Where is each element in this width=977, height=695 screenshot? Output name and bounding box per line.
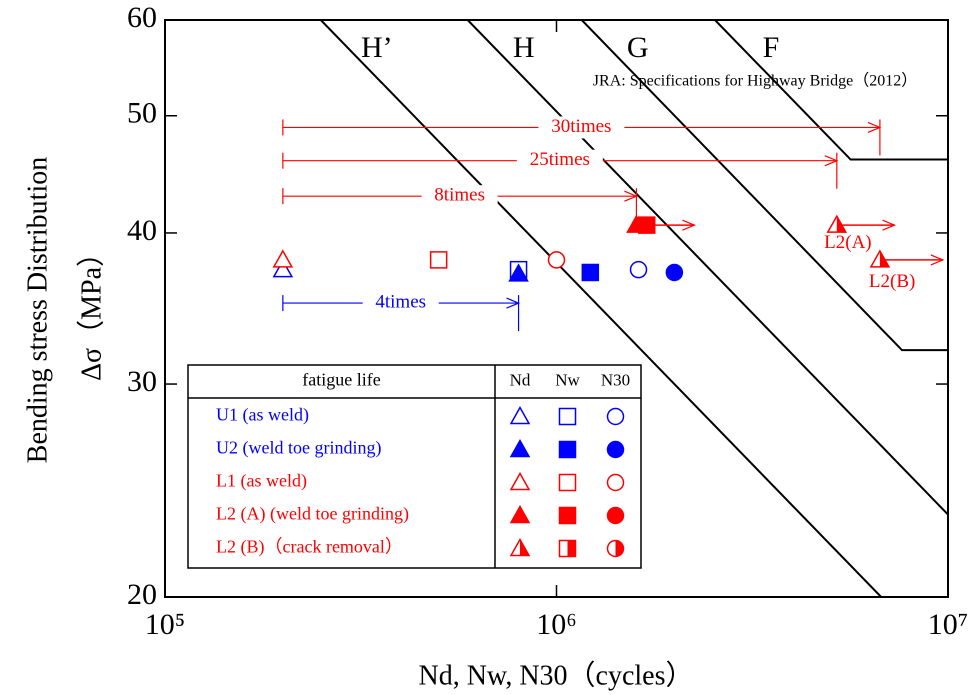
- legend-box: [187, 364, 642, 569]
- data-point: [637, 216, 656, 234]
- legend-label: L2 (B)（crack removal）: [216, 537, 403, 558]
- ratio-label: 4times: [375, 291, 426, 312]
- legend-symbol: [558, 506, 577, 525]
- note: JRA: Specifications for Highway Bridge（2…: [593, 72, 917, 90]
- legend-label: U2 (weld toe grinding): [216, 438, 381, 459]
- marker-half-fill: [615, 540, 624, 557]
- point-label: L2(B): [869, 271, 915, 292]
- data-point: [272, 259, 294, 278]
- legend-label: L1 (as weld): [216, 471, 307, 492]
- legend-header: N30: [601, 370, 630, 389]
- runout-arrow-head: [682, 219, 696, 231]
- y-tick-label: 30: [127, 365, 157, 398]
- legend-symbol: [509, 438, 531, 458]
- y-tick-label: 20: [127, 578, 157, 611]
- legend-label: L2 (A) (weld toe grinding): [216, 504, 409, 525]
- legend-symbol: [606, 506, 625, 525]
- point-label: L2(A): [824, 232, 871, 253]
- data-point: [508, 263, 529, 282]
- y-tick-label: 50: [127, 97, 157, 130]
- x-tick-label: 10⁶: [536, 608, 576, 641]
- legend-header: fatigue life: [302, 370, 380, 390]
- y-axis-label: Bending stress Distribution: [22, 157, 53, 463]
- marker-half-fill: [567, 540, 576, 557]
- marker-half-fill: [879, 250, 889, 267]
- ratio-label: 30times: [551, 116, 611, 137]
- design-curve: [714, 20, 948, 161]
- y-tick-label: 60: [127, 1, 157, 34]
- legend-symbol: [558, 440, 577, 459]
- runout-arrow-head: [930, 254, 945, 266]
- design-curve-label: G: [627, 31, 649, 64]
- legend-symbol: [509, 504, 531, 524]
- legend-symbol: [606, 473, 625, 492]
- data-point: [629, 260, 648, 279]
- runout-arrow-head: [882, 219, 897, 231]
- ratio-label: 8times: [434, 185, 485, 206]
- legend-symbol: [606, 407, 625, 426]
- legend-header: Nw: [555, 370, 580, 389]
- legend-symbol: [509, 471, 531, 491]
- legend-symbol: [558, 473, 577, 492]
- data-point: [272, 249, 294, 268]
- x-axis-label: Nd, Nw, N30（cycles）: [418, 659, 693, 691]
- data-point: [547, 251, 566, 269]
- design-curve-label: H’: [361, 31, 393, 64]
- design-curve: [320, 20, 882, 597]
- design-curve: [466, 20, 948, 516]
- design-curve: [581, 20, 948, 352]
- design-curves: [320, 20, 948, 597]
- ratio-label-bg: [362, 292, 439, 315]
- legend-header: Nd: [510, 370, 531, 389]
- y-tick-label: 40: [127, 214, 157, 247]
- legend-label: U1 (as weld): [216, 405, 309, 426]
- data-point: [429, 251, 448, 269]
- ratio-label: 25times: [530, 149, 590, 170]
- marker-half-fill: [520, 539, 529, 556]
- legend-symbol: [558, 407, 577, 426]
- y-axis-label: Δσ（MPa）: [75, 239, 107, 381]
- ratio-label-bg: [516, 149, 603, 172]
- x-tick-label: 10⁵: [145, 608, 185, 641]
- design-curve-label: F: [763, 31, 780, 64]
- design-curve-label: H: [513, 31, 535, 64]
- legend-symbol: [606, 440, 625, 459]
- data-point: [665, 263, 684, 282]
- x-tick-label: 10⁷: [928, 608, 968, 641]
- ratio-label-bg: [421, 185, 498, 208]
- ratio-label-bg: [538, 116, 625, 139]
- legend-symbol: [509, 405, 531, 425]
- data-point: [581, 263, 600, 282]
- marker-half-fill: [836, 216, 846, 233]
